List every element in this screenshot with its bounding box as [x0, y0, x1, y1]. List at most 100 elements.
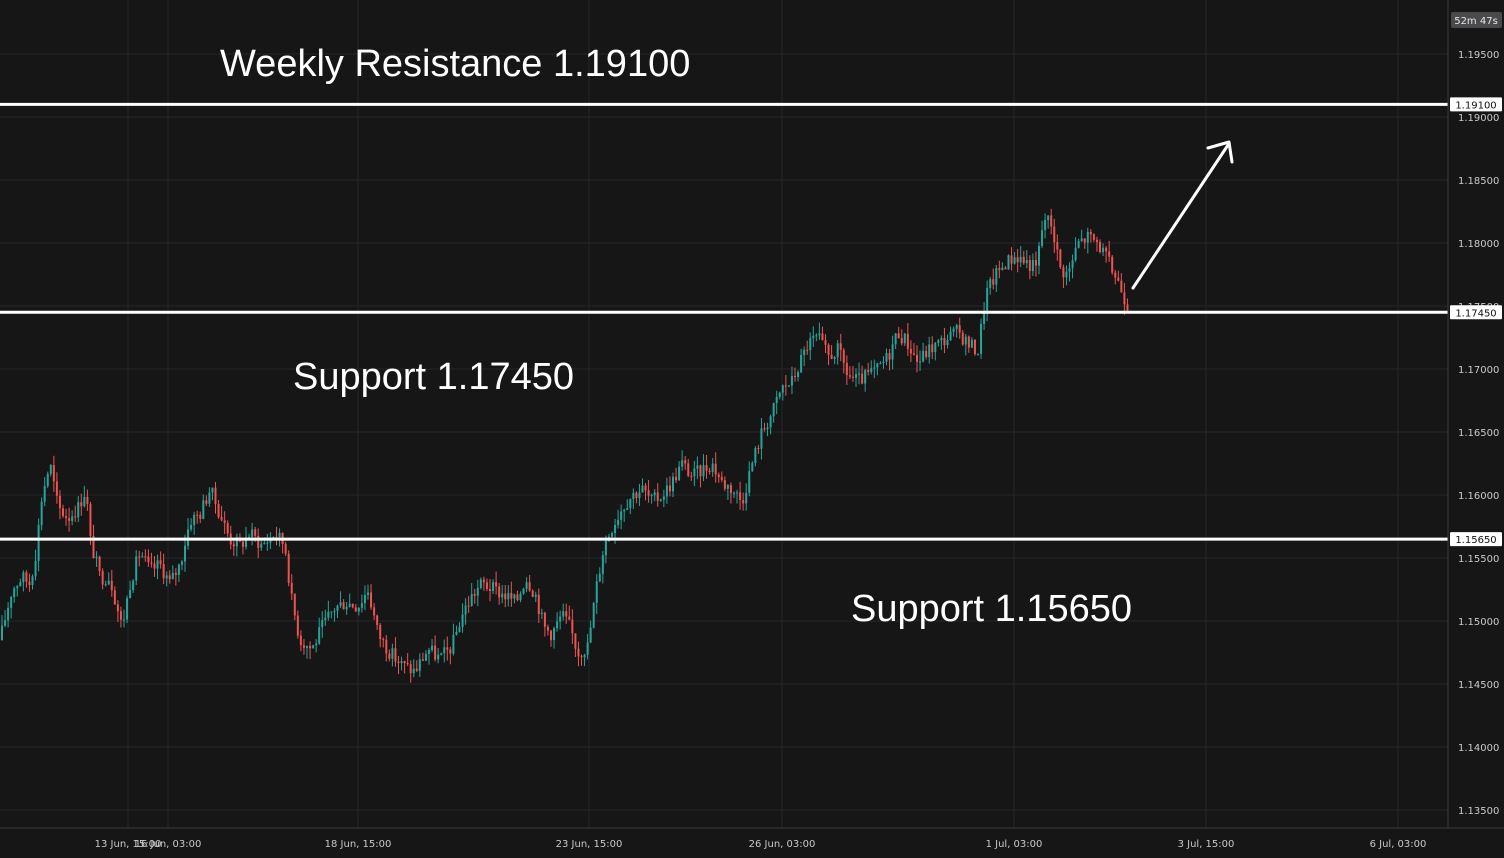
candle-body — [723, 480, 726, 489]
candle-body — [778, 392, 781, 398]
candle-body — [842, 349, 845, 363]
candle-body — [13, 588, 16, 598]
candle-body — [235, 537, 238, 547]
candle-body — [495, 582, 498, 587]
candle-body — [598, 573, 601, 582]
candle-body — [1102, 247, 1105, 253]
candle-body — [983, 312, 986, 324]
candle-body — [980, 323, 983, 354]
candle-body — [830, 354, 833, 359]
candle-body — [760, 428, 763, 449]
x-tick-label: 16 Jun, 03:00 — [135, 839, 202, 850]
candle-body — [925, 350, 928, 358]
candle-body — [1108, 251, 1111, 257]
y-tick-label: 1.19000 — [1458, 113, 1499, 124]
candle-body — [1019, 256, 1022, 263]
candle-body — [205, 500, 208, 504]
candle-body — [504, 593, 507, 600]
countdown-timer: 52m 47s — [1451, 12, 1502, 28]
candle-body — [403, 661, 406, 664]
candle-body — [739, 492, 742, 500]
candle-body — [43, 486, 46, 502]
candle-body — [922, 350, 925, 362]
candle-body — [220, 516, 223, 521]
candle-body — [77, 502, 80, 518]
level-price-tag — [1450, 97, 1502, 112]
candle-body — [906, 333, 909, 349]
candle-body — [1050, 215, 1053, 227]
candle-body — [562, 611, 565, 617]
candle-body — [687, 463, 690, 476]
candle-body — [367, 592, 369, 596]
candle-body — [348, 603, 351, 608]
candle-body — [1120, 280, 1123, 293]
candle-body — [437, 654, 440, 660]
y-tick-label: 1.14500 — [1458, 680, 1499, 691]
candle-body — [824, 340, 827, 345]
y-tick-label: 1.13500 — [1458, 806, 1499, 817]
candle-body — [119, 611, 122, 620]
candle-body — [967, 336, 970, 348]
candle-body — [330, 611, 333, 613]
candle-body — [46, 474, 49, 487]
x-tick-label: 23 Jun, 15:00 — [556, 839, 623, 850]
candle-body — [1056, 242, 1059, 250]
candle-body — [272, 536, 275, 538]
candle-body — [360, 603, 363, 608]
candle-body — [150, 562, 153, 564]
candle-body — [394, 648, 397, 662]
candle-body — [385, 639, 388, 654]
level-price-tag — [1450, 532, 1502, 547]
countdown-timer-text: 52m 47s — [1454, 16, 1498, 27]
candle-body — [565, 611, 568, 617]
candle-body — [55, 481, 58, 496]
candle-body — [449, 649, 452, 654]
candle-body — [190, 525, 193, 530]
candle-body — [519, 593, 522, 601]
candle-body — [775, 397, 778, 404]
annotation-support-upper: Support 1.17450 — [293, 356, 574, 398]
candle-body — [580, 656, 583, 658]
candle-body — [162, 564, 165, 579]
candle-body — [431, 645, 434, 651]
y-tick-label: 1.16500 — [1458, 428, 1499, 439]
candle-body — [958, 325, 961, 333]
candle-body — [376, 615, 379, 626]
candle-body — [25, 572, 28, 582]
candle-body — [327, 611, 330, 618]
candle-body — [443, 647, 446, 654]
candle-body — [1044, 220, 1047, 231]
candle-body — [684, 460, 687, 464]
candle-body — [827, 344, 830, 355]
candle-body — [516, 594, 519, 601]
candle-body — [126, 598, 129, 620]
candle-body — [885, 353, 888, 362]
candle-body — [263, 543, 266, 545]
candle-body — [729, 485, 732, 494]
chart-annotations: Weekly Resistance 1.19100 Support 1.1745… — [220, 43, 1132, 630]
candle-body — [1114, 272, 1117, 278]
candle-body — [964, 336, 967, 345]
candle-body — [806, 349, 809, 351]
candle-body — [534, 594, 537, 597]
level-lines — [0, 102, 1448, 541]
candle-body — [159, 560, 162, 565]
candle-body — [794, 376, 796, 378]
candle-body — [955, 325, 958, 329]
candle-body — [217, 503, 220, 517]
candle-body — [992, 279, 995, 285]
candle-body — [970, 339, 973, 348]
candle-body — [919, 361, 922, 363]
candle-body — [757, 448, 760, 450]
arrow-shaft — [1131, 143, 1230, 290]
candle-body — [751, 462, 754, 472]
candle-body — [165, 575, 168, 579]
candle-body — [931, 344, 934, 353]
candle-body — [370, 592, 373, 608]
candle-body — [83, 496, 86, 507]
candle-body — [928, 344, 931, 358]
candle-body — [1053, 226, 1056, 243]
candle-body — [1028, 259, 1031, 272]
